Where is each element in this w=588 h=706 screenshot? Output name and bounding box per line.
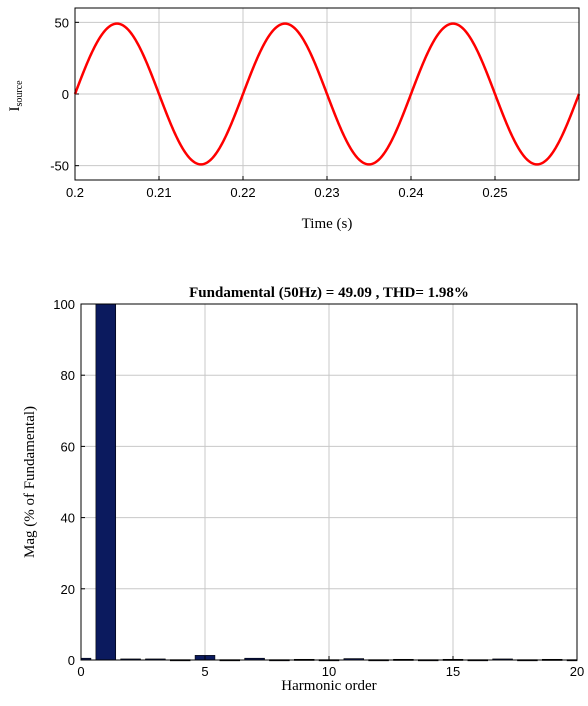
spectrum-x-tick-label: 15 — [446, 664, 460, 679]
spectrum-y-tick-label: 0 — [68, 653, 75, 668]
waveform-y-label-main: I — [7, 107, 23, 112]
spectrum-bar — [95, 303, 117, 661]
waveform-x-tick-label: 0.21 — [146, 185, 171, 200]
waveform-y-tick-label: -50 — [50, 159, 69, 174]
waveform-x-ticks: 0.2 0.21 0.22 0.23 0.24 0.25 — [66, 176, 508, 200]
spectrum-y-label: Mag (% of Fundamental) — [22, 406, 38, 558]
waveform-x-tick-label: 0.25 — [482, 185, 507, 200]
waveform-x-tick-label: 0.24 — [398, 185, 423, 200]
waveform-x-label: Time (s) — [302, 216, 353, 232]
spectrum-x-tick-label: 5 — [201, 664, 208, 679]
spectrum-x-tick-label: 0 — [77, 664, 84, 679]
waveform-y-tick-label: 0 — [62, 87, 69, 102]
waveform-y-ticks: -50 0 50 — [50, 15, 79, 174]
waveform-y-label: Isource — [7, 80, 25, 112]
spectrum-title: Fundamental (50Hz) = 49.09 , THD= 1.98% — [189, 285, 469, 301]
spectrum-y-tick-label: 60 — [61, 439, 75, 454]
spectrum-x-label: Harmonic order — [281, 678, 376, 694]
spectrum-y-tick-label: 80 — [61, 368, 75, 383]
waveform-y-tick-label: 50 — [55, 15, 69, 30]
waveform-x-tick-label: 0.2 — [66, 185, 84, 200]
spectrum-plot-frame — [80, 303, 578, 661]
waveform-y-label-sub: source — [14, 80, 25, 107]
spectrum-y-tick-label: 100 — [53, 297, 75, 312]
spectrum-y-tick-label: 40 — [61, 511, 75, 526]
waveform-plot-frame — [74, 7, 580, 181]
waveform-x-tick-label: 0.23 — [314, 185, 339, 200]
spectrum-y-ticks: 0 20 40 60 80 100 — [53, 297, 85, 668]
spectrum-x-tick-label: 20 — [570, 664, 584, 679]
spectrum-x-tick-label: 10 — [322, 664, 336, 679]
spectrum-grid — [81, 304, 577, 660]
waveform-series-line — [73, 22, 581, 166]
spectrum-y-tick-label: 20 — [61, 582, 75, 597]
waveform-x-tick-label: 0.22 — [230, 185, 255, 200]
harmonic-spectrum-chart: Fundamental (50Hz) = 49.09 , THD= 1.98% … — [22, 285, 584, 694]
